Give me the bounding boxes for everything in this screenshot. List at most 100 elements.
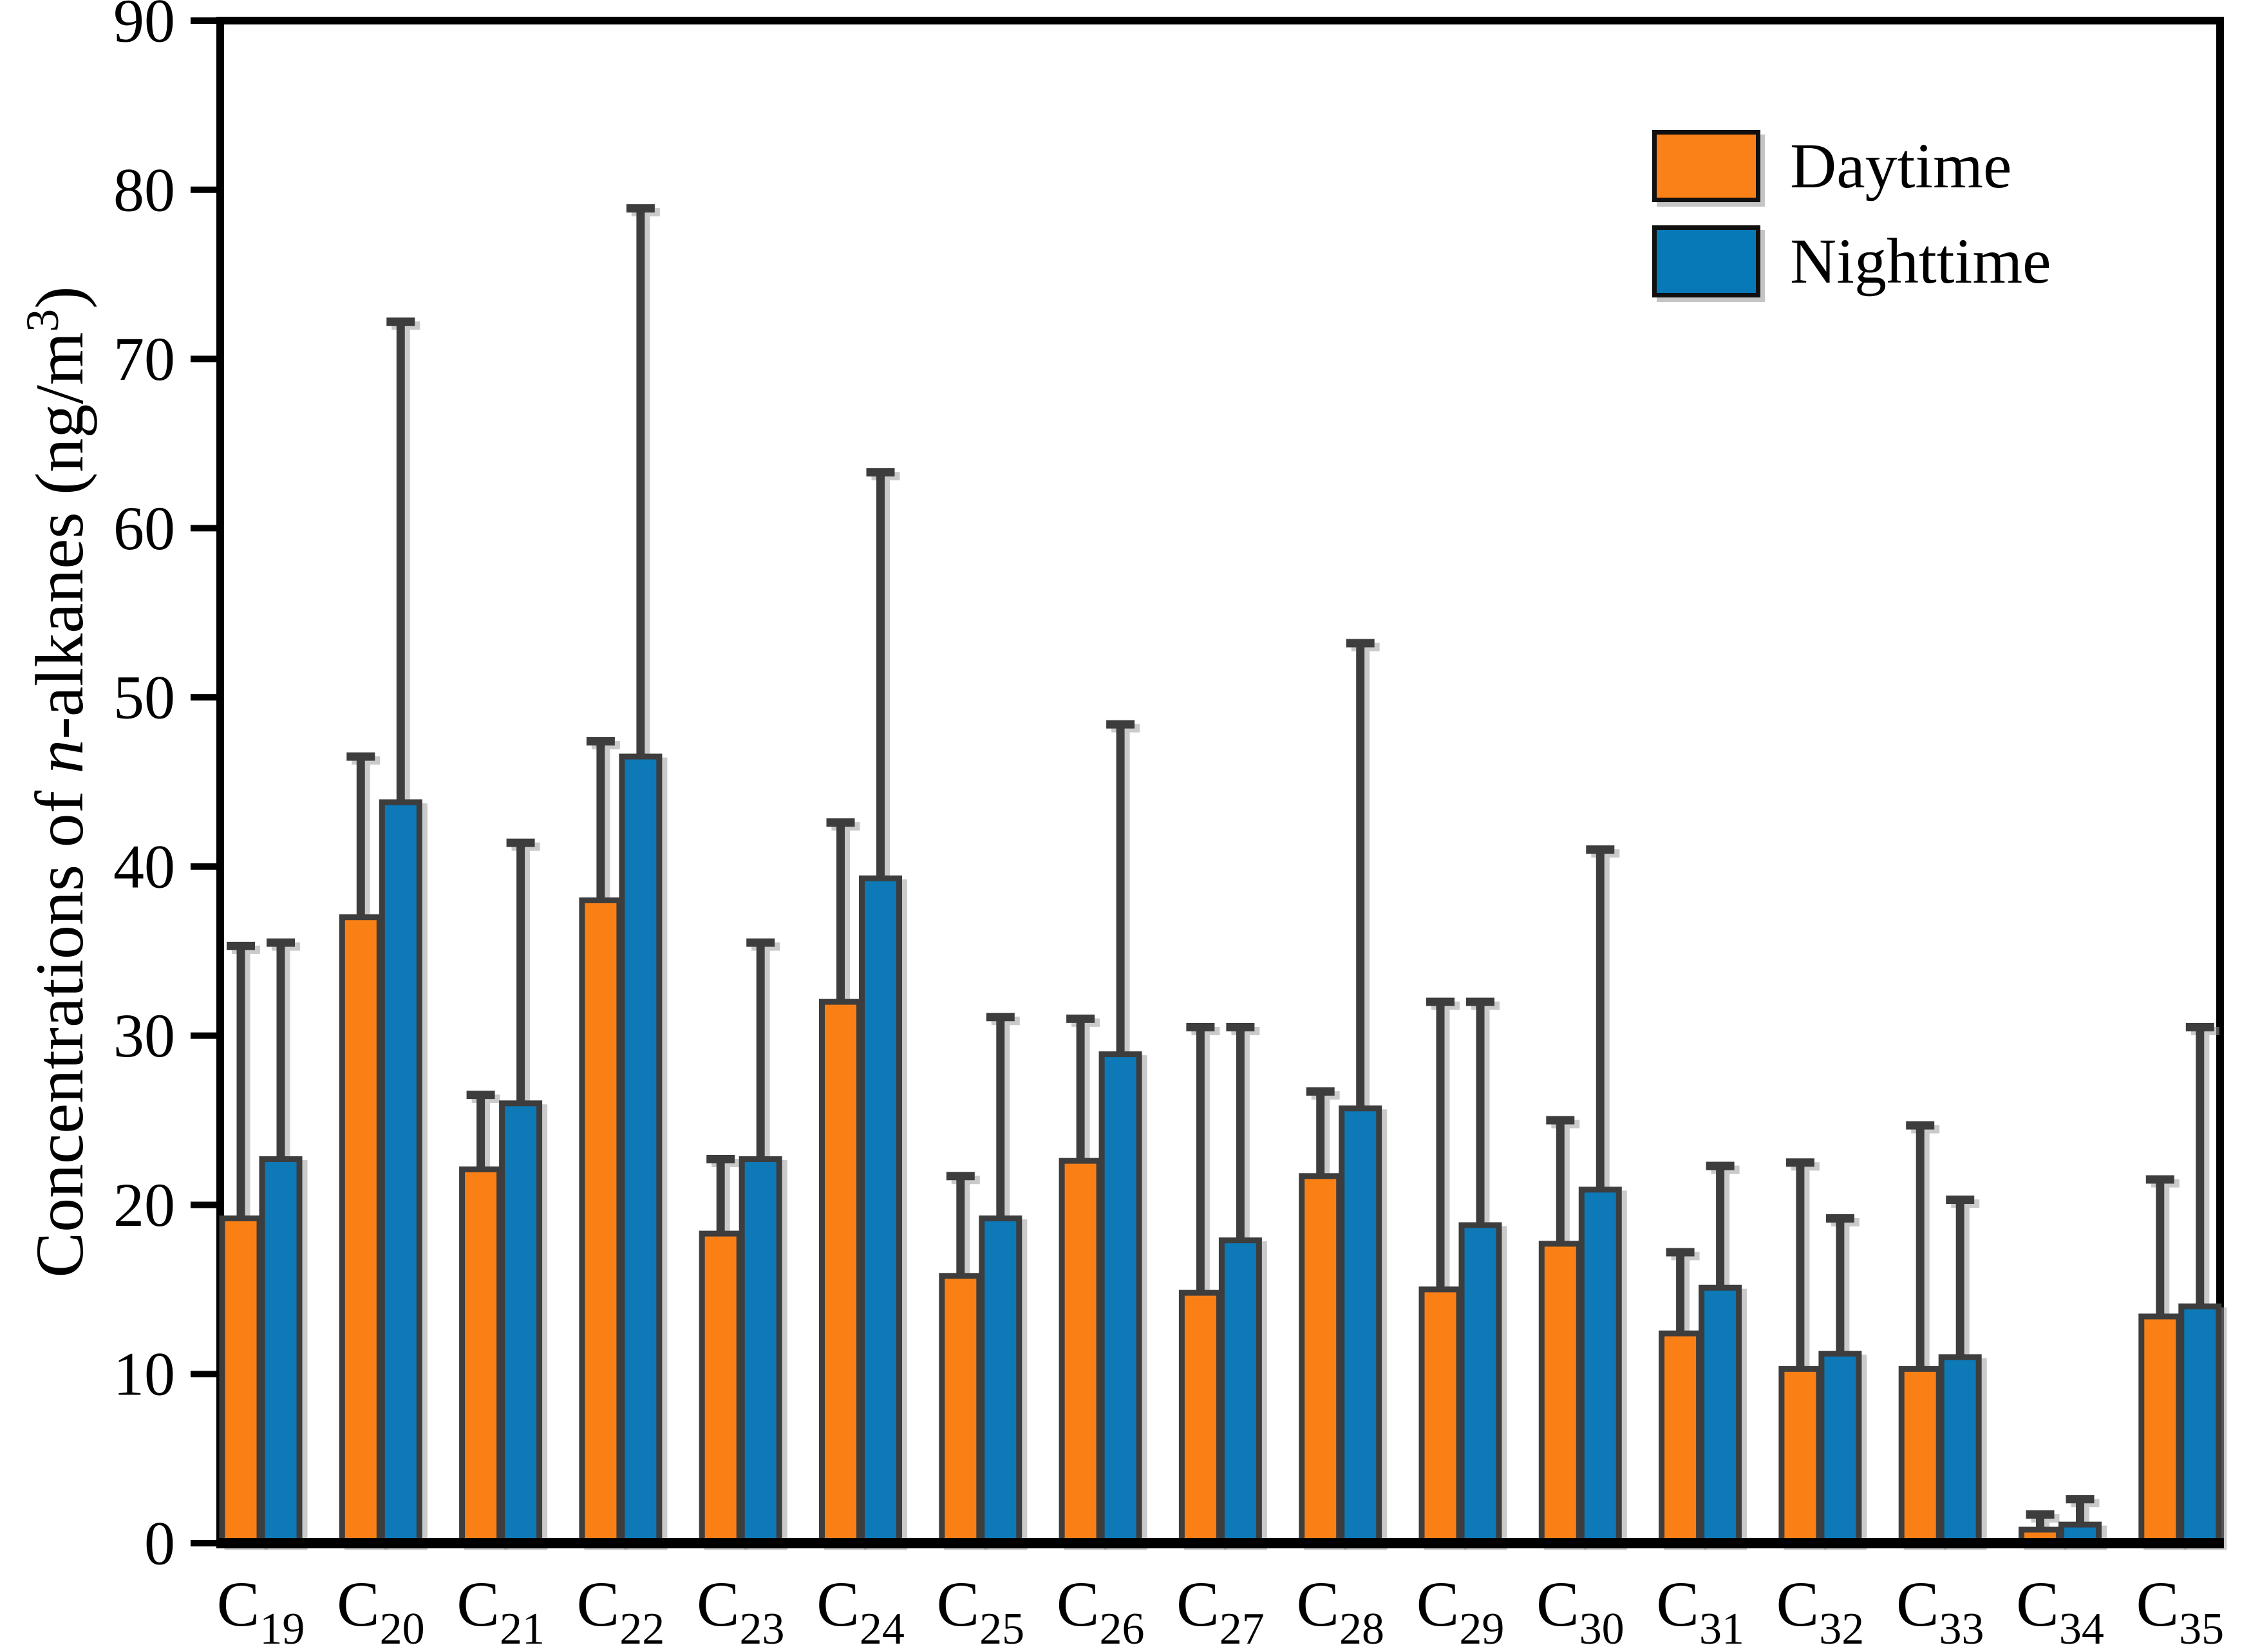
error-bar-nighttime-C25 <box>986 1013 1015 1219</box>
error-bar-daytime-C20 <box>346 752 375 917</box>
x-category-label-C27: C27 <box>1176 1568 1265 1652</box>
y-tick-label: 40 <box>113 832 175 901</box>
y-tick-label: 60 <box>113 494 175 563</box>
bar-daytime-C32 <box>1778 1366 1822 1546</box>
x-category-label-C20: C20 <box>337 1568 425 1652</box>
error-bar-nighttime-C32 <box>1825 1214 1854 1354</box>
error-bar-nighttime-C30 <box>1586 845 1615 1190</box>
error-bar-daytime-C29 <box>1426 997 1455 1290</box>
bar-daytime-C20 <box>339 914 382 1546</box>
error-bar-daytime-C23 <box>706 1154 735 1234</box>
error-bar-daytime-C32 <box>1785 1158 1814 1369</box>
daytime-label: Daytime <box>1790 130 2012 202</box>
x-category-label-C21: C21 <box>457 1568 545 1652</box>
x-category-label-C31: C31 <box>1656 1568 1744 1652</box>
y-tick-label: 70 <box>113 324 175 393</box>
bar-nighttime-C33 <box>1938 1354 1982 1546</box>
legend-item-daytime: Daytime <box>1652 130 2051 202</box>
nighttime-label: Nighttime <box>1790 225 2051 297</box>
bar-nighttime-C24 <box>859 875 902 1546</box>
error-bar-daytime-C26 <box>1066 1014 1095 1161</box>
x-category-label-C32: C32 <box>1776 1568 1865 1652</box>
bar-daytime-C24 <box>819 999 862 1546</box>
x-category-label-C26: C26 <box>1057 1568 1145 1652</box>
bar-daytime-C27 <box>1178 1290 1222 1546</box>
error-bar-nighttime-C23 <box>746 938 775 1159</box>
bar-daytime-C21 <box>459 1166 503 1546</box>
legend-item-nighttime: Nighttime <box>1652 225 2051 297</box>
bar-daytime-C26 <box>1059 1158 1102 1546</box>
x-category-label-C29: C29 <box>1417 1568 1505 1652</box>
bar-daytime-C29 <box>1418 1286 1462 1546</box>
bar-daytime-C35 <box>2138 1313 2182 1546</box>
error-bar-daytime-C21 <box>466 1091 495 1170</box>
x-category-label-C35: C35 <box>2136 1568 2224 1652</box>
bar-nighttime-C20 <box>379 799 422 1546</box>
x-category-label-C19: C19 <box>217 1568 305 1652</box>
error-bar-daytime-C35 <box>2145 1175 2174 1317</box>
y-tick-label: 50 <box>113 663 175 732</box>
y-tick-label: 80 <box>113 155 175 224</box>
bar-nighttime-C32 <box>1818 1351 1862 1546</box>
bar-nighttime-C29 <box>1458 1222 1502 1546</box>
x-category-label-C23: C23 <box>697 1568 785 1652</box>
bar-nighttime-C21 <box>499 1100 543 1546</box>
y-tick-label: 30 <box>113 1001 175 1070</box>
bar-nighttime-C28 <box>1339 1105 1382 1546</box>
error-bar-daytime-C19 <box>227 941 255 1219</box>
x-category-label-C34: C34 <box>2016 1568 2104 1652</box>
bar-nighttime-C27 <box>1218 1237 1262 1546</box>
bar-daytime-C23 <box>699 1230 742 1546</box>
bar-daytime-C22 <box>579 897 623 1546</box>
bar-nighttime-C19 <box>259 1156 303 1546</box>
error-bar-nighttime-C33 <box>1946 1196 1975 1357</box>
error-bar-nighttime-C28 <box>1346 639 1375 1109</box>
error-bar-nighttime-C35 <box>2185 1023 2214 1307</box>
y-tick-label: 10 <box>113 1340 175 1409</box>
bar-daytime-C31 <box>1659 1330 1702 1546</box>
x-category-label-C33: C33 <box>1896 1568 1984 1652</box>
y-tick-label: 20 <box>113 1170 175 1239</box>
y-tick-label: 90 <box>113 0 175 55</box>
nighttime-swatch <box>1652 225 1760 297</box>
x-category-label-C24: C24 <box>816 1568 905 1652</box>
error-bar-daytime-C28 <box>1306 1087 1335 1176</box>
daytime-swatch <box>1652 130 1760 202</box>
legend: Daytime Nighttime <box>1652 130 2051 297</box>
y-tick-label: 0 <box>144 1509 175 1578</box>
error-bar-nighttime-C21 <box>506 838 535 1103</box>
x-category-label-C30: C30 <box>1536 1568 1625 1652</box>
error-bar-nighttime-C29 <box>1466 997 1494 1225</box>
error-bar-nighttime-C26 <box>1106 720 1135 1055</box>
error-bar-daytime-C27 <box>1186 1023 1215 1293</box>
bar-nighttime-C31 <box>1699 1284 1742 1546</box>
error-bar-daytime-C33 <box>1906 1121 1935 1369</box>
error-bar-nighttime-C24 <box>866 468 895 879</box>
error-bar-nighttime-C22 <box>626 204 655 757</box>
error-bar-daytime-C25 <box>946 1172 975 1276</box>
bar-nighttime-C22 <box>619 753 663 1546</box>
bar-nighttime-C35 <box>2178 1303 2222 1546</box>
error-bar-nighttime-C31 <box>1706 1161 1735 1288</box>
bar-nighttime-C30 <box>1578 1187 1622 1546</box>
x-category-label-C22: C22 <box>577 1568 665 1652</box>
bar-daytime-C28 <box>1299 1173 1342 1546</box>
error-bar-nighttime-C20 <box>386 317 415 803</box>
bar-daytime-C30 <box>1538 1241 1582 1546</box>
error-bar-daytime-C30 <box>1546 1116 1575 1244</box>
x-category-label-C25: C25 <box>936 1568 1024 1652</box>
x-category-label-C28: C28 <box>1296 1568 1384 1652</box>
error-bar-nighttime-C27 <box>1226 1023 1255 1241</box>
error-bar-nighttime-C34 <box>2066 1495 2095 1525</box>
bar-daytime-C19 <box>219 1215 263 1546</box>
bar-daytime-C33 <box>1898 1366 1942 1546</box>
bar-daytime-C25 <box>939 1273 983 1546</box>
error-bar-nighttime-C19 <box>267 938 295 1159</box>
error-bar-daytime-C24 <box>826 818 855 1002</box>
error-bar-daytime-C22 <box>586 737 615 901</box>
bar-nighttime-C23 <box>739 1156 782 1546</box>
error-bar-daytime-C31 <box>1666 1248 1695 1334</box>
bar-nighttime-C25 <box>979 1215 1022 1546</box>
